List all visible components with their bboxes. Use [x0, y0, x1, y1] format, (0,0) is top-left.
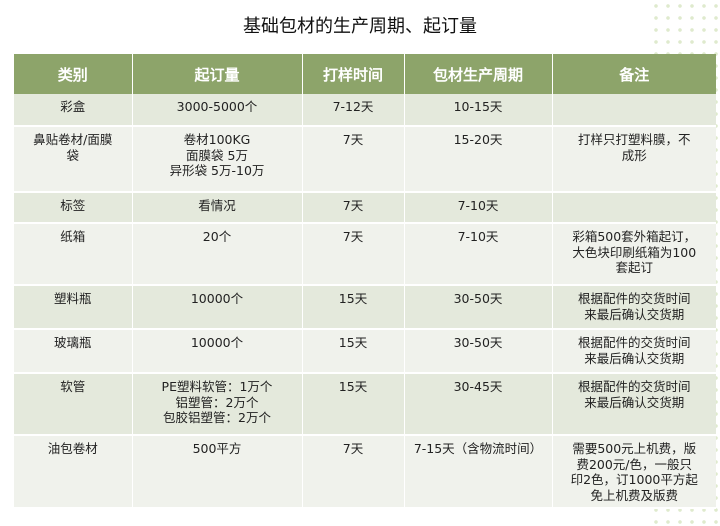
- packaging-table-container: 类别 起订量 打样时间 包材生产周期 备注 彩盒 3000-5000个 7-12…: [14, 54, 716, 509]
- cell-sample-time: 7天: [302, 126, 405, 193]
- cell-category: 鼻贴卷材/面膜 袋: [14, 126, 133, 193]
- cell-category: 软管: [14, 373, 133, 436]
- cell-note: 根据配件的交货时间 来最后确认交货期: [552, 373, 716, 436]
- cell-category: 彩盒: [14, 94, 133, 127]
- cell-sample-time: 7天: [302, 223, 405, 286]
- cell-category: 玻璃瓶: [14, 329, 133, 374]
- table-row: 纸箱 20个 7天 7-10天 彩箱500套外箱起订， 大色块印刷纸箱为100 …: [14, 223, 716, 286]
- header-category: 类别: [14, 54, 133, 94]
- header-sample-time: 打样时间: [302, 54, 405, 94]
- cell-sample-time: 7-12天: [302, 94, 405, 127]
- cell-sample-time: 15天: [302, 285, 405, 330]
- page-title: 基础包材的生产周期、起订量: [243, 16, 477, 37]
- cell-moq: 10000个: [132, 285, 303, 330]
- cell-moq: PE塑料软管：1万个 铝塑管：2万个 包胶铝塑管：2万个: [132, 373, 303, 436]
- cell-production-cycle: 30-45天: [404, 373, 553, 436]
- cell-sample-time: 15天: [302, 373, 405, 436]
- cell-moq: 看情况: [132, 192, 303, 224]
- header-note: 备注: [552, 54, 716, 94]
- cell-production-cycle: 30-50天: [404, 329, 553, 374]
- cell-production-cycle: 7-10天: [404, 223, 553, 286]
- table-row: 标签 看情况 7天 7-10天: [14, 192, 716, 224]
- packaging-table: 类别 起订量 打样时间 包材生产周期 备注 彩盒 3000-5000个 7-12…: [14, 54, 716, 509]
- cell-note: 需要500元上机费，版 费200元/色，一般只 印2色，订1000平方起 免上机…: [552, 435, 716, 509]
- cell-note: 打样只打塑料膜，不 成形: [552, 126, 716, 193]
- cell-category: 油包卷材: [14, 435, 133, 509]
- cell-moq: 卷材100KG 面膜袋 5万 异形袋 5万-10万: [132, 126, 303, 193]
- table-row: 油包卷材 500平方 7天 7-15天（含物流时间） 需要500元上机费，版 费…: [14, 435, 716, 509]
- cell-production-cycle: 30-50天: [404, 285, 553, 330]
- cell-note: [552, 192, 716, 224]
- table-header-row: 类别 起订量 打样时间 包材生产周期 备注: [14, 54, 716, 94]
- table-row: 鼻贴卷材/面膜 袋 卷材100KG 面膜袋 5万 异形袋 5万-10万 7天 1…: [14, 126, 716, 193]
- cell-production-cycle: 7-15天（含物流时间）: [404, 435, 553, 509]
- header-production-cycle: 包材生产周期: [404, 54, 553, 94]
- table-row: 塑料瓶 10000个 15天 30-50天 根据配件的交货时间 来最后确认交货期: [14, 285, 716, 330]
- cell-sample-time: 15天: [302, 329, 405, 374]
- cell-category: 纸箱: [14, 223, 133, 286]
- cell-category: 标签: [14, 192, 133, 224]
- table-row: 玻璃瓶 10000个 15天 30-50天 根据配件的交货时间 来最后确认交货期: [14, 329, 716, 374]
- cell-production-cycle: 10-15天: [404, 94, 553, 127]
- cell-note: [552, 94, 716, 127]
- cell-sample-time: 7天: [302, 435, 405, 509]
- cell-note: 根据配件的交货时间 来最后确认交货期: [552, 285, 716, 330]
- cell-note: 根据配件的交货时间 来最后确认交货期: [552, 329, 716, 374]
- cell-moq: 500平方: [132, 435, 303, 509]
- table-row: 软管 PE塑料软管：1万个 铝塑管：2万个 包胶铝塑管：2万个 15天 30-4…: [14, 373, 716, 436]
- header-moq: 起订量: [132, 54, 303, 94]
- cell-moq: 20个: [132, 223, 303, 286]
- cell-production-cycle: 7-10天: [404, 192, 553, 224]
- cell-category: 塑料瓶: [14, 285, 133, 330]
- cell-moq: 10000个: [132, 329, 303, 374]
- cell-note: 彩箱500套外箱起订， 大色块印刷纸箱为100 套起订: [552, 223, 716, 286]
- table-row: 彩盒 3000-5000个 7-12天 10-15天: [14, 94, 716, 127]
- cell-sample-time: 7天: [302, 192, 405, 224]
- cell-production-cycle: 15-20天: [404, 126, 553, 193]
- cell-moq: 3000-5000个: [132, 94, 303, 127]
